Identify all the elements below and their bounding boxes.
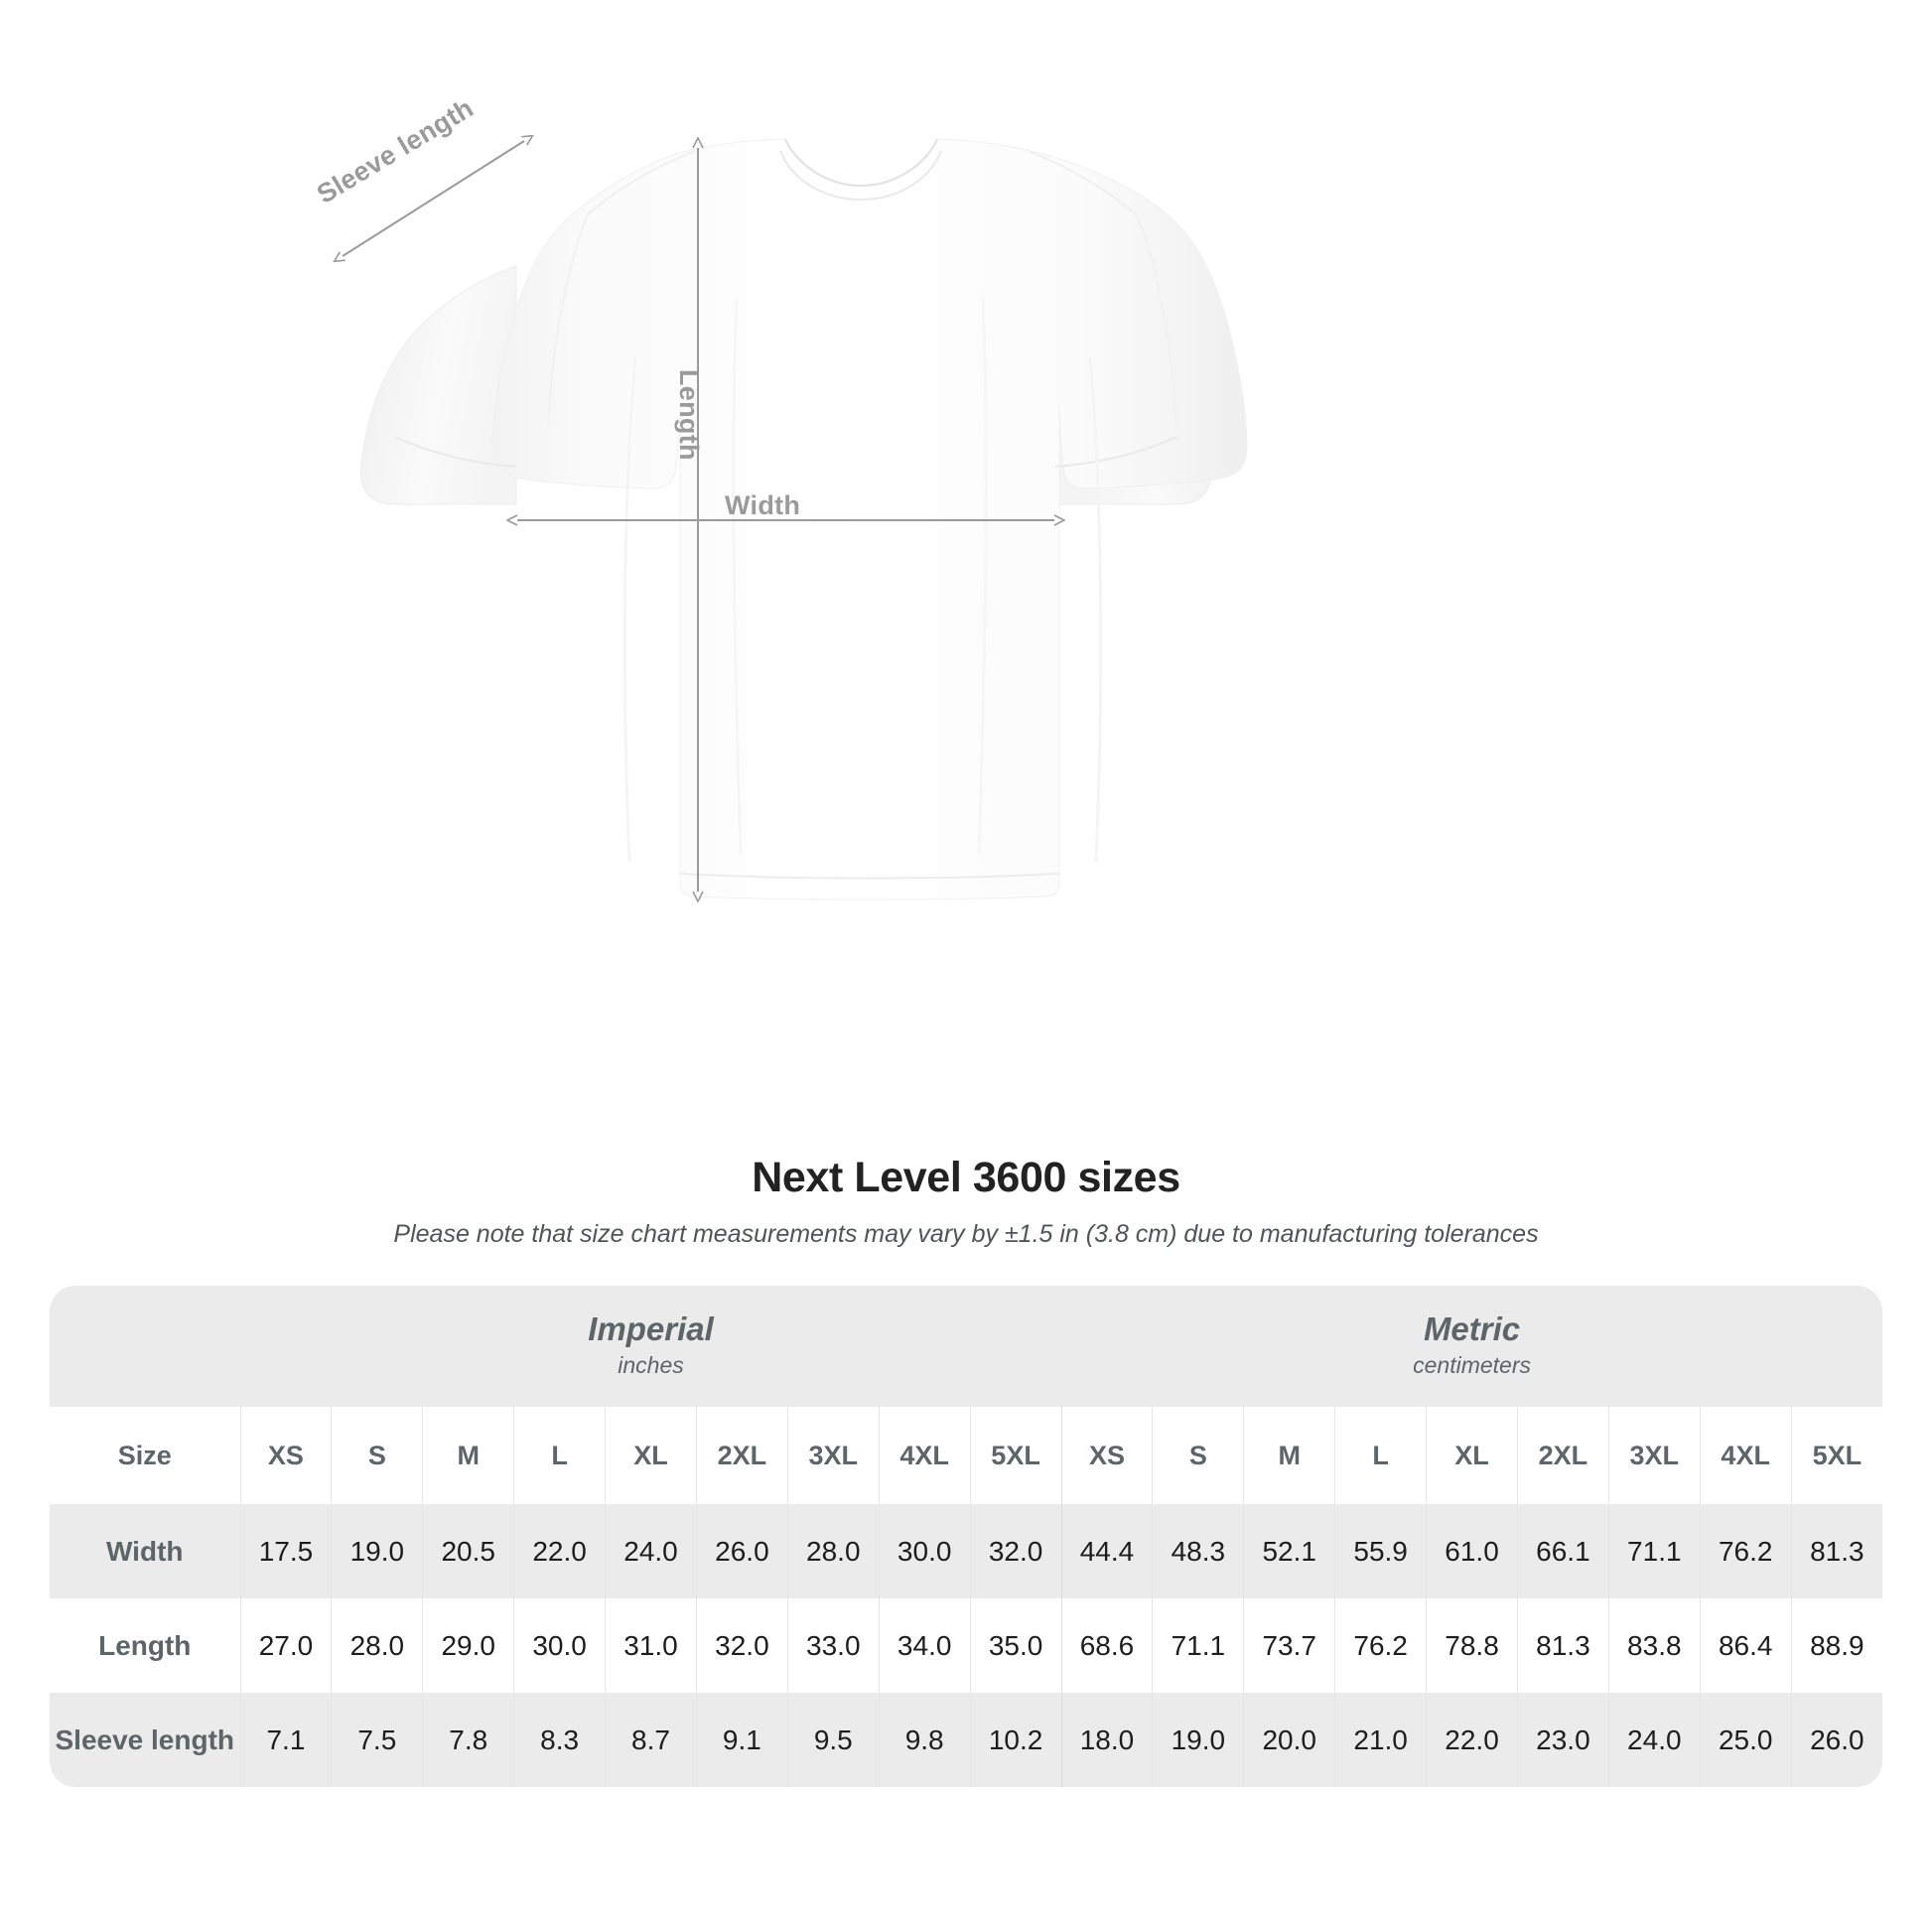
width-label: Width [725, 490, 801, 520]
cell-sleeve-imp-5xl: 10.2 [969, 1693, 1062, 1788]
cell-length-imp-l: 30.0 [513, 1598, 606, 1694]
cell-length-imp-m: 29.0 [422, 1598, 514, 1694]
cell-width-imp-xl: 24.0 [605, 1504, 697, 1599]
cell-width-imp-5xl: 32.0 [969, 1504, 1062, 1599]
cell-length-imp-xl: 31.0 [605, 1598, 697, 1694]
cell-length-imp-xs: 27.0 [239, 1598, 332, 1694]
row-label-length: Length [50, 1598, 240, 1694]
cell-width-met-3xl: 71.1 [1607, 1504, 1701, 1599]
unit-sub-imperial: inches [618, 1352, 684, 1379]
table-row: Sleeve length 7.1 7.5 7.8 8.3 8.7 9.1 9.… [50, 1693, 1883, 1788]
cell-width-met-5xl: 81.3 [1790, 1504, 1883, 1599]
cell-width-imp-s: 19.0 [331, 1504, 423, 1599]
sleeve-length-arrow [343, 141, 524, 256]
header-imp-xs: XS [239, 1407, 332, 1505]
cell-width-met-l: 55.9 [1334, 1504, 1427, 1599]
cell-length-imp-s: 28.0 [331, 1598, 423, 1694]
unit-sub-metric: centimeters [1413, 1352, 1531, 1379]
cell-sleeve-met-s: 19.0 [1152, 1693, 1244, 1788]
cell-sleeve-imp-xs: 7.1 [239, 1693, 332, 1788]
cell-sleeve-imp-4xl: 9.8 [878, 1693, 971, 1788]
cell-sleeve-imp-xl: 8.7 [605, 1693, 697, 1788]
cell-sleeve-met-3xl: 24.0 [1607, 1693, 1701, 1788]
unit-spacer-cell [50, 1286, 240, 1408]
cell-length-met-3xl: 83.8 [1607, 1598, 1701, 1694]
unit-name-metric: Metric [1423, 1311, 1521, 1348]
unit-group-imperial: Imperial inches [240, 1286, 1062, 1408]
unit-name-imperial: Imperial [588, 1311, 714, 1348]
cell-length-met-xs: 68.6 [1060, 1598, 1153, 1694]
header-met-xl: XL [1426, 1407, 1518, 1505]
unit-header-row: Imperial inches Metric centimeters [50, 1286, 1883, 1408]
cell-sleeve-met-xl: 22.0 [1426, 1693, 1518, 1788]
size-table-wrapper: Imperial inches Metric centimeters Size … [50, 1286, 1883, 1788]
row-label-sleeve-length: Sleeve length [50, 1693, 240, 1788]
cell-width-imp-l: 22.0 [513, 1504, 606, 1599]
cell-width-met-xl: 61.0 [1426, 1504, 1518, 1599]
header-met-l: L [1334, 1407, 1427, 1505]
header-met-s: S [1152, 1407, 1244, 1505]
cell-length-met-xl: 78.8 [1426, 1598, 1518, 1694]
header-imp-s: S [331, 1407, 423, 1505]
cell-width-met-xs: 44.4 [1060, 1504, 1153, 1599]
cell-width-imp-4xl: 30.0 [878, 1504, 971, 1599]
header-imp-4xl: 4XL [878, 1407, 971, 1505]
header-met-4xl: 4XL [1699, 1407, 1792, 1505]
cell-sleeve-imp-m: 7.8 [422, 1693, 514, 1788]
cell-sleeve-imp-l: 8.3 [513, 1693, 606, 1788]
header-imp-xl: XL [605, 1407, 697, 1505]
cell-length-met-2xl: 81.3 [1516, 1598, 1609, 1694]
header-imp-m: M [422, 1407, 514, 1505]
cell-sleeve-met-xs: 18.0 [1060, 1693, 1153, 1788]
header-imp-l: L [513, 1407, 606, 1505]
row-label-width: Width [50, 1504, 240, 1599]
cell-length-met-s: 71.1 [1152, 1598, 1244, 1694]
size-header-row: Size XS S M L XL 2XL 3XL 4XL 5XL XS S M … [50, 1407, 1883, 1505]
header-met-m: M [1243, 1407, 1335, 1505]
cell-length-imp-3xl: 33.0 [786, 1598, 880, 1694]
header-met-xs: XS [1060, 1407, 1153, 1505]
cell-sleeve-imp-2xl: 9.1 [695, 1693, 788, 1788]
header-imp-2xl: 2XL [695, 1407, 788, 1505]
header-met-5xl: 5XL [1790, 1407, 1883, 1505]
cell-sleeve-met-l: 21.0 [1334, 1693, 1427, 1788]
cell-length-met-l: 76.2 [1334, 1598, 1427, 1694]
cell-sleeve-met-5xl: 26.0 [1790, 1693, 1883, 1788]
cell-width-imp-2xl: 26.0 [695, 1504, 788, 1599]
header-imp-5xl: 5XL [969, 1407, 1062, 1505]
cell-width-met-2xl: 66.1 [1516, 1504, 1609, 1599]
header-met-3xl: 3XL [1607, 1407, 1701, 1505]
tshirt-illustration [0, 0, 1248, 1152]
cell-sleeve-met-m: 20.0 [1243, 1693, 1335, 1788]
cell-length-imp-2xl: 32.0 [695, 1598, 788, 1694]
unit-group-metric: Metric centimeters [1061, 1286, 1883, 1408]
cell-width-met-s: 48.3 [1152, 1504, 1244, 1599]
tolerance-note: Please note that size chart measurements… [393, 1220, 1539, 1249]
cell-width-met-4xl: 76.2 [1699, 1504, 1792, 1599]
cell-sleeve-met-4xl: 25.0 [1699, 1693, 1792, 1788]
cell-length-met-4xl: 86.4 [1699, 1598, 1792, 1694]
cell-length-met-m: 73.7 [1243, 1598, 1335, 1694]
header-met-2xl: 2XL [1516, 1407, 1609, 1505]
table-row: Length 27.0 28.0 29.0 30.0 31.0 32.0 33.… [50, 1598, 1883, 1694]
header-imp-3xl: 3XL [786, 1407, 880, 1505]
tshirt-measurement-diagram: Sleeve length Length Width [0, 0, 1248, 1152]
cell-length-imp-4xl: 34.0 [878, 1598, 971, 1694]
length-label: Length [674, 369, 704, 461]
cell-sleeve-imp-3xl: 9.5 [786, 1693, 880, 1788]
cell-length-imp-5xl: 35.0 [969, 1598, 1062, 1694]
cell-width-met-m: 52.1 [1243, 1504, 1335, 1599]
size-chart-table: Imperial inches Metric centimeters Size … [50, 1286, 1883, 1788]
cell-width-imp-m: 20.5 [422, 1504, 514, 1599]
title-block: Next Level 3600 sizes Please note that s… [0, 1154, 1932, 1249]
cell-sleeve-imp-s: 7.5 [331, 1693, 423, 1788]
cell-sleeve-met-2xl: 23.0 [1516, 1693, 1609, 1788]
header-size-label: Size [50, 1407, 240, 1505]
table-row: Width 17.5 19.0 20.5 22.0 24.0 26.0 28.0… [50, 1504, 1883, 1599]
cell-length-met-5xl: 88.9 [1790, 1598, 1883, 1694]
page-title: Next Level 3600 sizes [752, 1154, 1180, 1201]
cell-width-imp-xs: 17.5 [239, 1504, 332, 1599]
cell-width-imp-3xl: 28.0 [786, 1504, 880, 1599]
